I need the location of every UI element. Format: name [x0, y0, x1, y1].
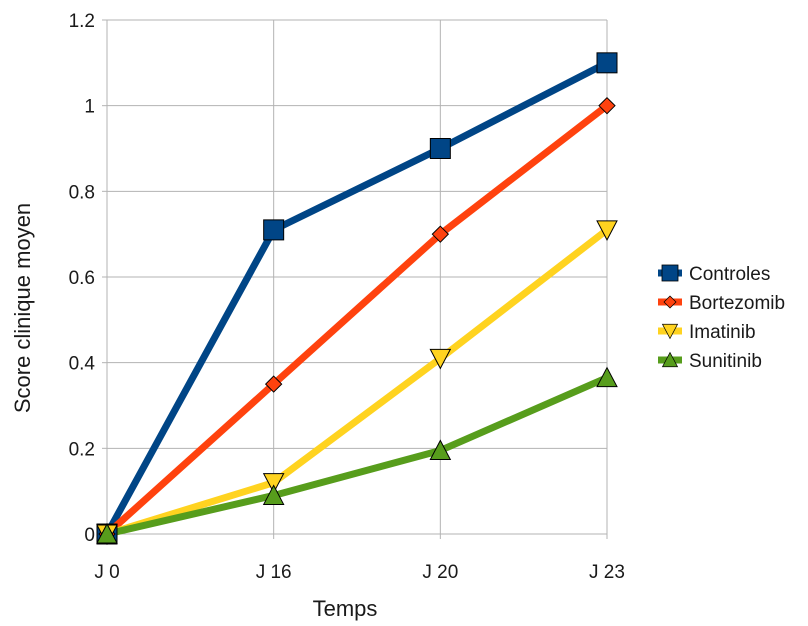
legend-item-bortezomib: Bortezomib [658, 293, 785, 314]
series-line-imatinib [103, 226, 611, 538]
legend-item-controles: Controles [658, 264, 770, 285]
data-point-controles [596, 52, 618, 74]
data-point-imatinib [596, 220, 618, 241]
series-lines [103, 59, 611, 538]
data-point-controles [429, 138, 451, 159]
legend-label: Imatinib [689, 322, 756, 343]
legend-marker [663, 295, 677, 309]
y-tick-label: 0 [84, 525, 95, 546]
legend-item-imatinib: Imatinib [658, 322, 756, 343]
series-line-bortezomib [103, 102, 611, 538]
y-tick-label: 0.4 [69, 354, 96, 375]
data-point-imatinib [262, 473, 285, 494]
data-point-imatinib [429, 348, 452, 370]
y-axis-title: Score clinique moyen [10, 203, 35, 413]
series-line-controles [103, 59, 611, 538]
series-markers [96, 52, 618, 546]
x-tick-label: J 23 [589, 562, 625, 583]
legend-marker [661, 323, 679, 340]
x-axis-title: Temps [313, 596, 378, 621]
y-tick-label: 0.6 [69, 268, 95, 289]
legend-item-sunitinib: Sunitinib [658, 351, 762, 372]
data-point-bortezomib [264, 375, 283, 393]
legend-marker [661, 351, 679, 368]
data-point-sunitinib [596, 366, 618, 388]
data-point-sunitinib [429, 439, 452, 460]
x-tick-label: J 20 [422, 562, 458, 583]
grid [106, 19, 608, 535]
y-tick-label: 0.2 [69, 439, 95, 460]
legend: Controles Bortezomib Imatinib Sunitinib [658, 264, 785, 372]
data-point-bortezomib [598, 96, 616, 115]
y-tick-label: 1.2 [69, 11, 95, 32]
legend-label: Sunitinib [689, 351, 762, 372]
tick-labels: 0 0.2 0.4 0.6 0.8 1 1.2 J 0 J 16 J 20 J 23 [69, 11, 625, 583]
x-tick-label: J 16 [256, 562, 292, 583]
data-point-bortezomib [431, 225, 450, 243]
legend-marker [661, 264, 679, 282]
x-tick-label: J 0 [94, 562, 119, 583]
series-line-sunitinib [103, 374, 611, 538]
legend-label: Controles [689, 264, 770, 285]
y-tick-label: 0.8 [69, 182, 95, 203]
data-point-controles [263, 219, 285, 241]
legend-label: Bortezomib [689, 293, 785, 314]
data-point-sunitinib [262, 484, 285, 505]
data-point-sunitinib [96, 522, 118, 544]
y-tick-label: 1 [84, 97, 95, 118]
